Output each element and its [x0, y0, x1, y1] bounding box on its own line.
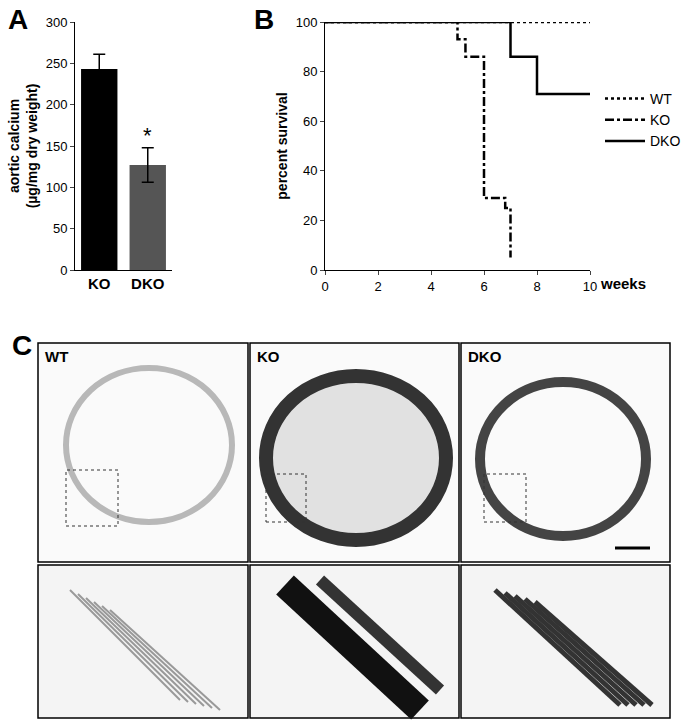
svg-text:A: A [8, 4, 28, 35]
svg-text:C: C [12, 330, 32, 361]
svg-text:4: 4 [427, 279, 434, 294]
svg-text:percent survival: percent survival [274, 92, 290, 199]
svg-text:DKO: DKO [468, 348, 502, 365]
svg-text:weeks: weeks [600, 275, 646, 292]
svg-text:*: * [143, 123, 152, 148]
svg-text:0: 0 [321, 279, 328, 294]
svg-text:250: 250 [46, 56, 68, 71]
svg-text:KO: KO [650, 112, 670, 128]
svg-text:80: 80 [303, 64, 317, 79]
svg-text:100: 100 [46, 180, 68, 195]
svg-text:KO: KO [257, 348, 280, 365]
svg-text:2: 2 [374, 279, 381, 294]
svg-text:40: 40 [303, 163, 317, 178]
svg-text:0: 0 [60, 263, 67, 278]
svg-text:B: B [254, 4, 274, 35]
svg-text:KO: KO [88, 275, 111, 292]
svg-text:10: 10 [583, 279, 597, 294]
svg-text:50: 50 [53, 221, 67, 236]
svg-text:200: 200 [46, 97, 68, 112]
svg-text:aortic calcium(µg/mg dry weigh: aortic calcium(µg/mg dry weight) [6, 84, 40, 209]
svg-text:WT: WT [45, 348, 68, 365]
svg-text:60: 60 [303, 114, 317, 129]
svg-text:6: 6 [480, 279, 487, 294]
svg-text:300: 300 [46, 15, 68, 30]
svg-text:8: 8 [533, 279, 540, 294]
svg-text:150: 150 [46, 139, 68, 154]
svg-text:WT: WT [650, 91, 672, 107]
svg-text:0: 0 [310, 263, 317, 278]
svg-text:DKO: DKO [650, 133, 680, 149]
svg-text:DKO: DKO [131, 275, 165, 292]
svg-text:20: 20 [303, 213, 317, 228]
svg-text:100: 100 [296, 15, 318, 30]
